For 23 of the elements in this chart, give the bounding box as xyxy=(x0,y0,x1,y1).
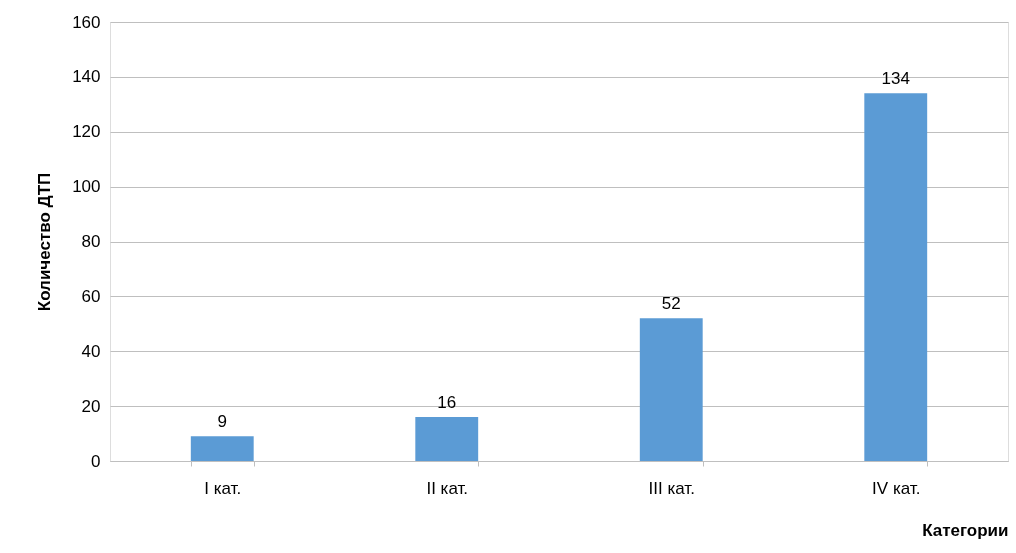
x-tick-label: II кат. xyxy=(426,478,469,498)
y-tick-label: 120 xyxy=(72,122,101,142)
x-tick-label: IV кат. xyxy=(872,478,921,498)
y-tick-label: 0 xyxy=(91,451,101,471)
data-label: 134 xyxy=(881,69,910,89)
y-tick-label: 140 xyxy=(72,67,101,87)
y-tick-label: 80 xyxy=(81,232,101,251)
x-tick-label: I кат. xyxy=(204,478,242,498)
bar xyxy=(639,318,703,461)
y-tick-label: 160 xyxy=(72,12,101,32)
bar xyxy=(864,93,928,461)
y-tick-label: 100 xyxy=(72,177,101,197)
bar xyxy=(190,436,254,461)
data-label: 9 xyxy=(217,412,227,432)
y-tick-label: 60 xyxy=(81,286,101,306)
data-label: 52 xyxy=(661,294,681,314)
y-tick-label: 40 xyxy=(81,341,101,361)
bar xyxy=(415,417,479,461)
y-axis-title: Количество ДТП xyxy=(35,172,55,312)
y-tick-label: 20 xyxy=(81,396,101,416)
data-label: 16 xyxy=(437,393,457,413)
x-tick-label: III кат. xyxy=(648,478,695,498)
x-axis-title: Категории xyxy=(922,520,1009,540)
